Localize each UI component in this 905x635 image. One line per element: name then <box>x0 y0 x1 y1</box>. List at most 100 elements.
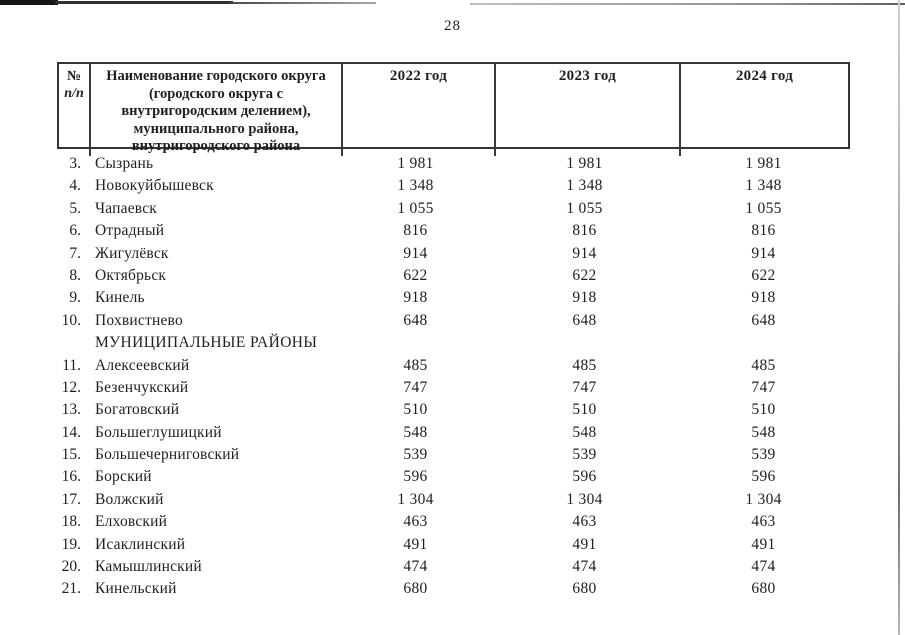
row-value-2022: 918 <box>403 289 428 307</box>
row-number: 21. <box>61 580 81 598</box>
table-header-row: № п/п Наименование городского округа (го… <box>57 62 850 156</box>
row-value-2023: 548 <box>572 423 597 441</box>
row-value-2024: 491 <box>751 535 776 553</box>
row-value-2022: 548 <box>403 423 428 441</box>
row-number: 19. <box>61 535 81 553</box>
row-value-2023: 485 <box>572 356 597 374</box>
row-value-2024: 1 304 <box>745 490 782 508</box>
table-body: 3. Сызрань 1 981 1 981 1 981 4. Новокуйб… <box>57 153 850 601</box>
table-row: 4. Новокуйбышевск 1 348 1 348 1 348 <box>57 175 850 197</box>
row-value-2024: 1 981 <box>745 155 782 172</box>
row-name: Новокуйбышевск <box>95 177 214 195</box>
row-value-2022: 485 <box>403 356 428 374</box>
row-value-2023: 463 <box>572 513 597 531</box>
header-cell-2024: 2024 год <box>679 64 848 156</box>
row-name: Сызрань <box>95 155 154 172</box>
table-row: 20. Камышлинский 474 474 474 <box>57 556 850 578</box>
row-number: 20. <box>61 558 81 576</box>
row-value-2024: 510 <box>751 401 776 419</box>
row-value-2022: 747 <box>403 378 428 396</box>
row-name: Алексеевский <box>95 356 190 374</box>
row-name: Камышлинский <box>95 558 202 576</box>
row-number: 18. <box>61 513 81 531</box>
row-value-2022: 539 <box>403 446 428 464</box>
table-row: 7. Жигулёвск 914 914 914 <box>57 243 850 265</box>
header-cell-name: Наименование городского округа (городско… <box>89 64 341 156</box>
row-number: 16. <box>61 468 81 486</box>
row-value-2023: 491 <box>572 535 597 553</box>
row-value-2024: 463 <box>751 513 776 531</box>
table-row: 13. Богатовский 510 510 510 <box>57 399 850 421</box>
row-name: Жигулёвск <box>95 244 169 262</box>
row-name: Борский <box>95 468 152 486</box>
row-number: 5. <box>69 199 81 217</box>
row-value-2023: 680 <box>572 580 597 598</box>
table-section-row: МУНИЦИПАЛЬНЫЕ РАЙОНЫ <box>57 332 850 354</box>
data-table: № п/п Наименование городского округа (го… <box>57 62 850 601</box>
row-value-2022: 1 348 <box>397 177 434 195</box>
table-row: 14. Большеглушицкий 548 548 548 <box>57 422 850 444</box>
row-value-2024: 548 <box>751 423 776 441</box>
row-name: Кинельский <box>95 580 177 598</box>
row-value-2023: 747 <box>572 378 597 396</box>
row-name: Похвистнево <box>95 311 183 329</box>
row-value-2022: 510 <box>403 401 428 419</box>
row-name: Волжский <box>95 490 164 508</box>
row-value-2023: 596 <box>572 468 597 486</box>
page-number: 28 <box>444 18 461 34</box>
table-row: 16. Борский 596 596 596 <box>57 466 850 488</box>
row-name: Октябрьск <box>95 266 167 284</box>
row-name: Безенчукский <box>95 378 189 396</box>
row-value-2023: 1 055 <box>566 199 603 217</box>
table-row: 3. Сызрань 1 981 1 981 1 981 <box>57 153 850 175</box>
header-cell-2023: 2023 год <box>494 64 679 156</box>
row-value-2023: 816 <box>572 222 597 240</box>
row-value-2023: 1 981 <box>566 155 603 172</box>
row-number: 11. <box>62 356 81 374</box>
scan-artifact-top-right-line <box>470 3 905 5</box>
row-value-2022: 491 <box>403 535 428 553</box>
row-number: 9. <box>69 289 81 307</box>
row-value-2022: 1 304 <box>397 490 434 508</box>
row-value-2022: 648 <box>403 311 428 329</box>
row-value-2023: 1 304 <box>566 490 603 508</box>
table-row: 12. Безенчукский 747 747 747 <box>57 377 850 399</box>
section-label: МУНИЦИПАЛЬНЫЕ РАЙОНЫ <box>95 334 318 352</box>
scan-artifact-top-line <box>55 1 233 4</box>
section-empty-number <box>57 332 87 354</box>
table-row: 15. Большечерниговский 539 539 539 <box>57 444 850 466</box>
row-number: 15. <box>61 446 81 464</box>
row-value-2024: 622 <box>751 266 776 284</box>
table-row: 9. Кинель 918 918 918 <box>57 287 850 309</box>
row-value-2024: 914 <box>751 244 776 262</box>
row-value-2023: 648 <box>572 311 597 329</box>
table-row: 10. Похвистнево 648 648 648 <box>57 310 850 332</box>
row-name: Большеглушицкий <box>95 423 222 441</box>
row-name: Кинель <box>95 289 145 307</box>
row-value-2022: 816 <box>403 222 428 240</box>
row-number: 6. <box>69 222 81 240</box>
row-value-2022: 622 <box>403 266 428 284</box>
row-number: 17. <box>61 490 81 508</box>
header-cell-number: № п/п <box>59 64 89 156</box>
row-value-2024: 1 348 <box>745 177 782 195</box>
table-row: 11. Алексеевский 485 485 485 <box>57 355 850 377</box>
row-value-2022: 1 981 <box>397 155 434 172</box>
header-cell-2022: 2022 год <box>341 64 494 156</box>
row-value-2022: 596 <box>403 468 428 486</box>
row-value-2024: 485 <box>751 356 776 374</box>
row-name: Большечерниговский <box>95 446 240 464</box>
row-value-2022: 463 <box>403 513 428 531</box>
table-row: 8. Октябрьск 622 622 622 <box>57 265 850 287</box>
row-value-2024: 918 <box>751 289 776 307</box>
row-number: 4. <box>69 177 81 195</box>
row-value-2022: 680 <box>403 580 428 598</box>
row-number: 14. <box>61 423 81 441</box>
table-row: 6. Отрадный 816 816 816 <box>57 220 850 242</box>
row-value-2023: 622 <box>572 266 597 284</box>
row-number: 3. <box>69 155 81 172</box>
row-name: Исаклинский <box>95 535 186 553</box>
row-value-2024: 816 <box>751 222 776 240</box>
row-number: 12. <box>61 378 81 396</box>
